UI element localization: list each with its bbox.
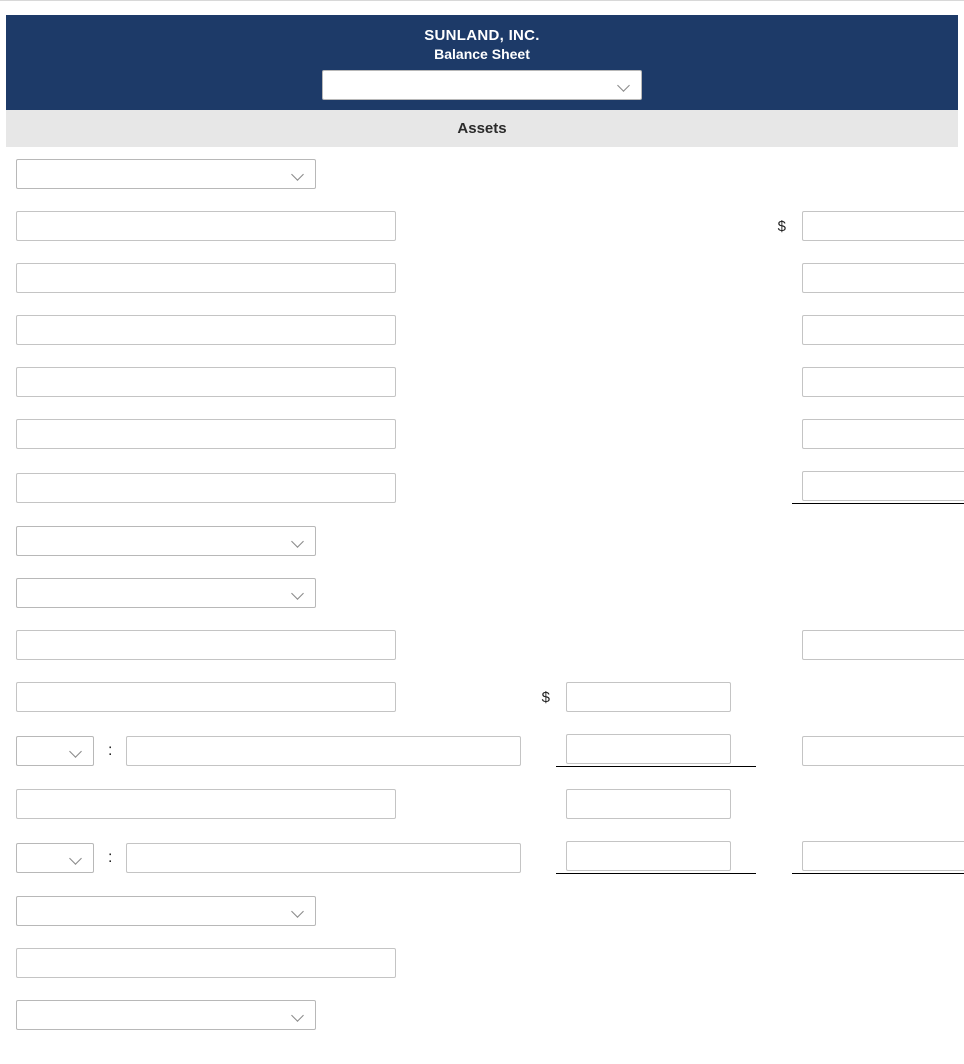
amount-right-input[interactable] bbox=[802, 630, 964, 660]
assets-section-header: Assets bbox=[6, 110, 958, 147]
row-label-cell bbox=[16, 419, 526, 449]
chevron-down-icon bbox=[293, 168, 305, 180]
account-name-input[interactable] bbox=[16, 419, 396, 449]
rows-grid: $$:: bbox=[6, 147, 958, 1030]
category-select[interactable] bbox=[16, 578, 316, 608]
row-label-cell bbox=[16, 578, 526, 608]
sign-select[interactable] bbox=[16, 843, 94, 873]
row-label-cell bbox=[16, 526, 526, 556]
row-label-cell bbox=[16, 1000, 526, 1030]
currency-symbol-mid: $ bbox=[526, 689, 556, 706]
chevron-down-icon bbox=[293, 905, 305, 917]
amount-right-cell bbox=[792, 841, 964, 874]
amount-right-input[interactable] bbox=[802, 841, 964, 871]
account-name-input[interactable] bbox=[16, 473, 396, 503]
row-label-cell bbox=[16, 682, 526, 712]
row-label-cell bbox=[16, 789, 526, 819]
category-select[interactable] bbox=[16, 526, 316, 556]
row-label-cell bbox=[16, 630, 526, 660]
chevron-down-icon bbox=[293, 587, 305, 599]
account-name-input[interactable] bbox=[16, 211, 396, 241]
company-name: SUNLAND, INC. bbox=[6, 27, 958, 44]
account-name-input[interactable] bbox=[16, 948, 396, 978]
row-label-cell bbox=[16, 159, 526, 189]
amount-mid-cell bbox=[556, 682, 756, 712]
amount-right-input[interactable] bbox=[802, 263, 964, 293]
chevron-down-icon bbox=[619, 79, 631, 91]
chevron-down-icon bbox=[293, 1009, 305, 1021]
amount-right-cell bbox=[792, 471, 964, 504]
amount-right-input[interactable] bbox=[802, 471, 964, 501]
row-label-cell bbox=[16, 315, 526, 345]
row-label-cell: : bbox=[16, 843, 526, 873]
amount-right-cell bbox=[792, 419, 964, 449]
amount-right-input[interactable] bbox=[802, 367, 964, 397]
category-select[interactable] bbox=[16, 1000, 316, 1030]
amount-right-input[interactable] bbox=[802, 419, 964, 449]
separator-colon: : bbox=[106, 849, 114, 867]
amount-right-input[interactable] bbox=[802, 211, 964, 241]
amount-right-cell bbox=[792, 367, 964, 397]
category-select[interactable] bbox=[16, 896, 316, 926]
row-label-cell bbox=[16, 367, 526, 397]
account-name-input[interactable] bbox=[16, 630, 396, 660]
account-name-input[interactable] bbox=[16, 789, 396, 819]
amount-right-cell bbox=[792, 263, 964, 293]
row-label-cell bbox=[16, 211, 526, 241]
amount-right-input[interactable] bbox=[802, 315, 964, 345]
chevron-down-icon bbox=[71, 852, 83, 864]
separator-colon: : bbox=[106, 742, 114, 760]
sheet-container: SUNLAND, INC. Balance Sheet Assets $$:: bbox=[6, 15, 958, 1030]
currency-symbol-right: $ bbox=[756, 218, 792, 235]
row-label-cell bbox=[16, 948, 526, 978]
amount-mid-input[interactable] bbox=[566, 841, 731, 871]
account-name-input[interactable] bbox=[16, 263, 396, 293]
amount-right-cell bbox=[792, 736, 964, 766]
account-name-input[interactable] bbox=[126, 843, 521, 873]
amount-right-cell bbox=[792, 630, 964, 660]
amount-mid-cell bbox=[556, 789, 756, 819]
amount-right-input[interactable] bbox=[802, 736, 964, 766]
amount-mid-cell bbox=[556, 734, 756, 767]
account-name-input[interactable] bbox=[16, 315, 396, 345]
amount-mid-cell bbox=[556, 841, 756, 874]
sign-select[interactable] bbox=[16, 736, 94, 766]
amount-right-cell bbox=[792, 315, 964, 345]
category-select[interactable] bbox=[16, 159, 316, 189]
row-label-cell bbox=[16, 263, 526, 293]
chevron-down-icon bbox=[293, 535, 305, 547]
amount-mid-input[interactable] bbox=[566, 789, 731, 819]
amount-right-cell bbox=[792, 211, 964, 241]
balance-sheet-page: SUNLAND, INC. Balance Sheet Assets $$:: bbox=[0, 0, 964, 1064]
account-name-input[interactable] bbox=[16, 682, 396, 712]
row-label-cell: : bbox=[16, 736, 526, 766]
amount-mid-input[interactable] bbox=[566, 734, 731, 764]
row-label-cell bbox=[16, 473, 526, 503]
row-label-cell bbox=[16, 896, 526, 926]
account-name-input[interactable] bbox=[16, 367, 396, 397]
statement-title: Balance Sheet bbox=[6, 46, 958, 62]
statement-header: SUNLAND, INC. Balance Sheet bbox=[6, 15, 958, 110]
account-name-input[interactable] bbox=[126, 736, 521, 766]
amount-mid-input[interactable] bbox=[566, 682, 731, 712]
chevron-down-icon bbox=[71, 745, 83, 757]
date-select[interactable] bbox=[322, 70, 642, 100]
